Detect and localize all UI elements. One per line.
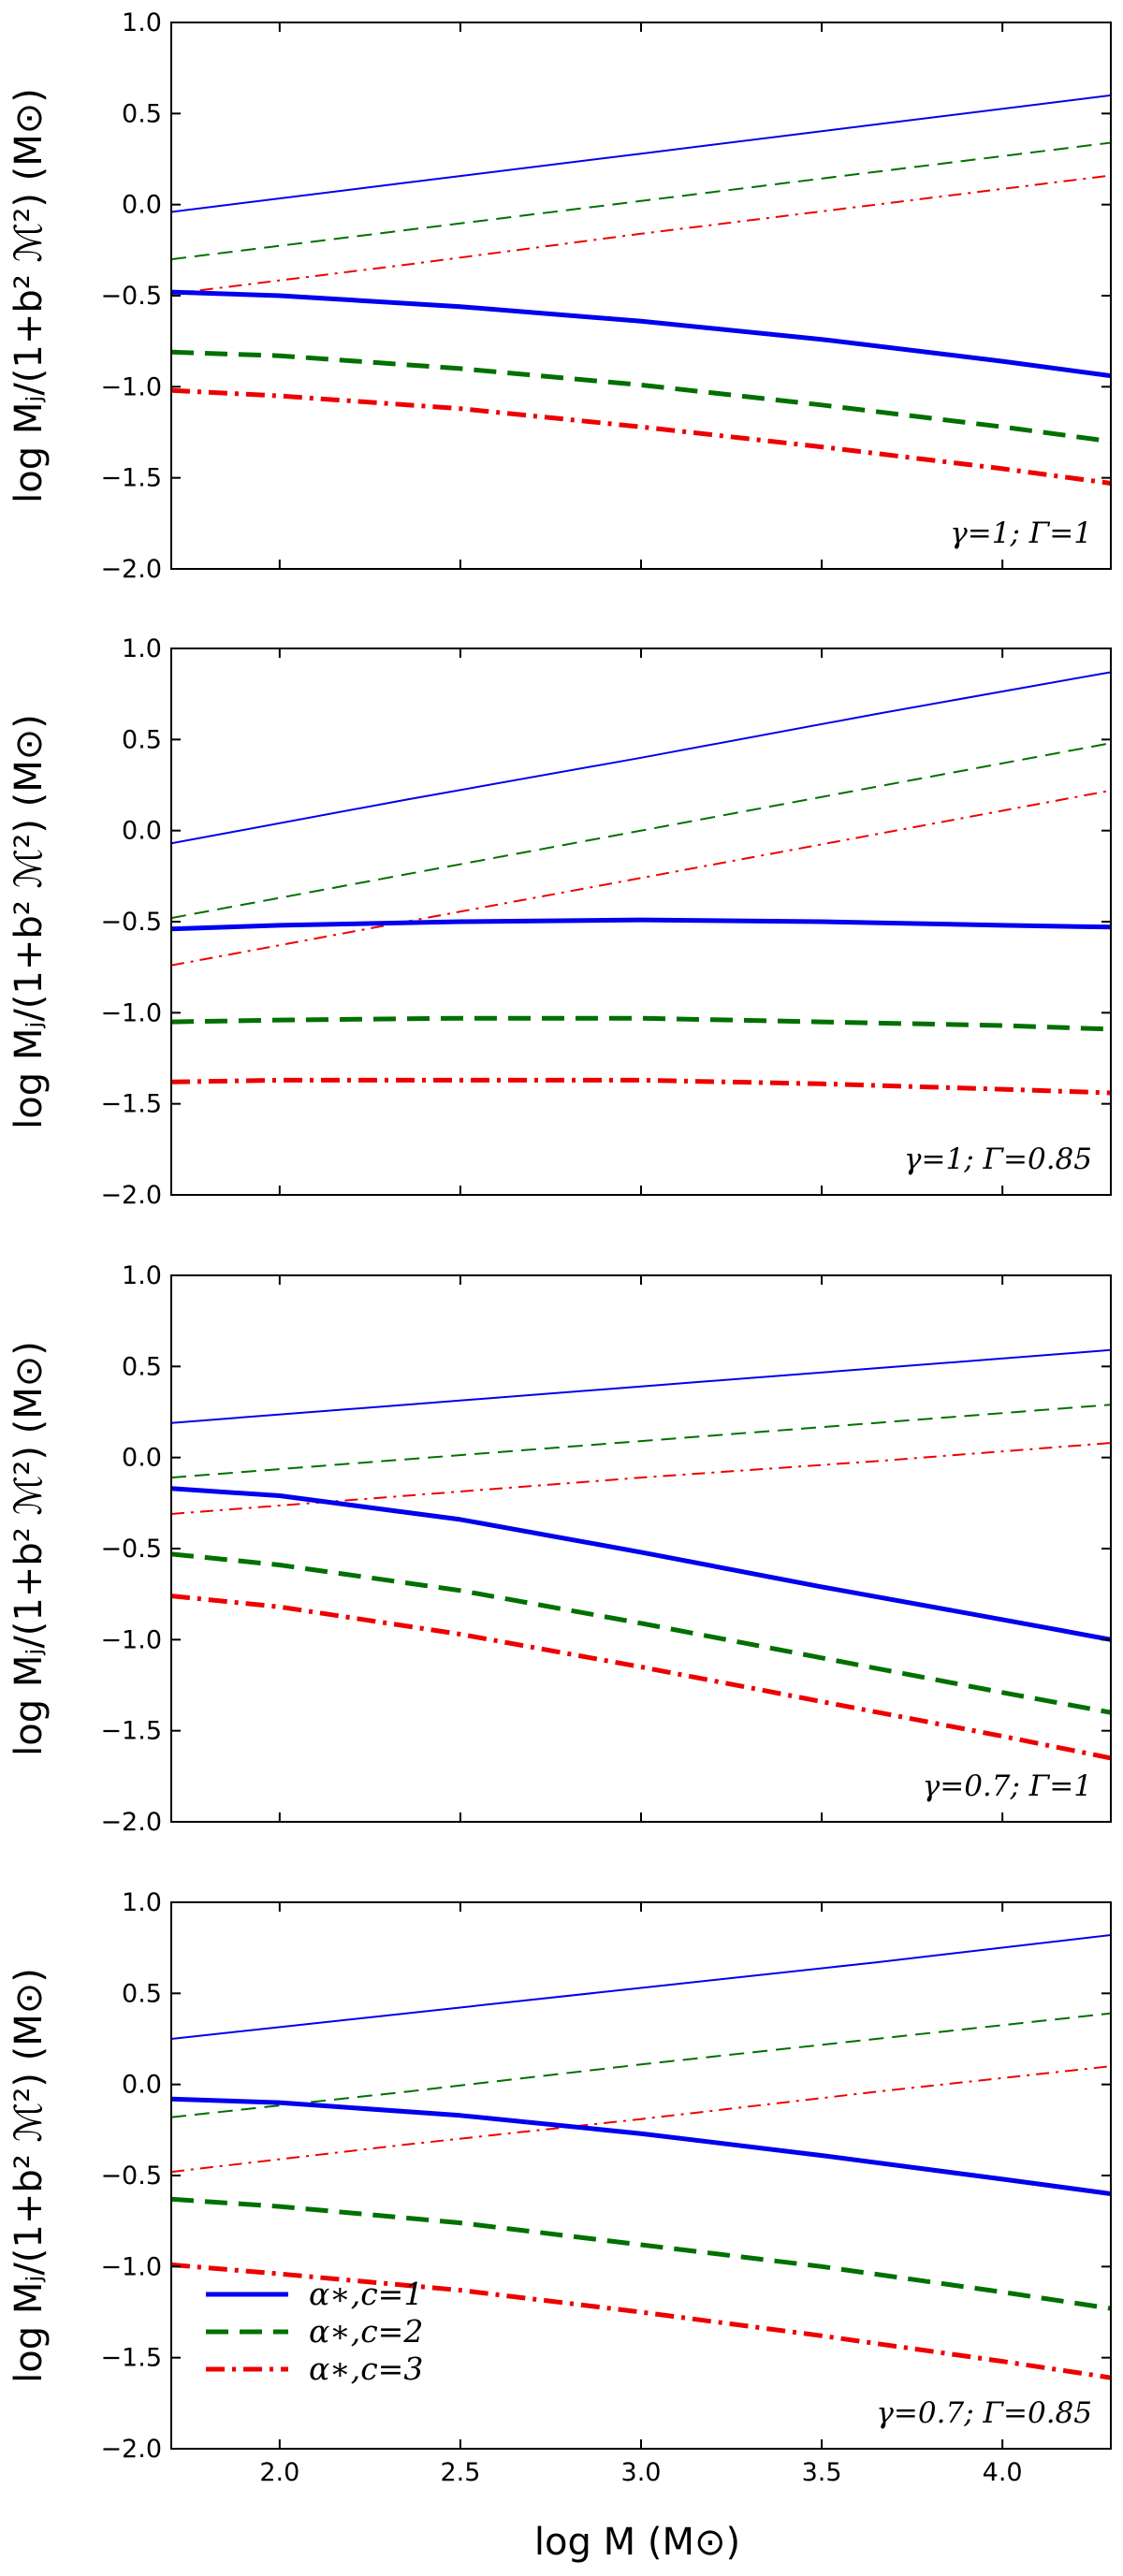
series-line-thin-solid xyxy=(171,94,1111,213)
y-tick-label: 0.5 xyxy=(122,725,162,754)
x-axis-label: log M (M⊙) xyxy=(534,2521,740,2564)
y-tick-label: 1.0 xyxy=(122,8,162,37)
y-tick-label: −2.0 xyxy=(100,2435,162,2464)
y-tick-label: −1.5 xyxy=(100,1717,162,1746)
y-tick-label: 0.5 xyxy=(122,1979,162,2008)
series-line-thin-dashed xyxy=(171,141,1111,261)
y-tick-label: 0.0 xyxy=(122,1444,162,1473)
x-tick-label: 2.0 xyxy=(259,2458,299,2487)
series-line-thin-dashdot xyxy=(171,2065,1111,2174)
series-line-thick-dashdot xyxy=(171,2262,1111,2380)
panel-3: 1.0 0.5 0.0 −0.5 −1.0 −1.5 −2.0 log Mⱼ/(1+b² ℳ²… xyxy=(7,1261,1112,1837)
y-tick-label: 0.5 xyxy=(122,1352,162,1381)
y-tick-label: −0.5 xyxy=(100,1535,162,1564)
y-tick-label: −1.0 xyxy=(100,2252,162,2281)
legend-item: α∗,c=2 xyxy=(206,2313,423,2350)
y-tick-label: −1.0 xyxy=(100,998,162,1027)
y-tick-label: 1.0 xyxy=(122,1888,162,1917)
panel-1: 1.0 0.5 0.0 −0.5 −1.0 −1.5 −2.0 log Mⱼ/(1+b² ℳ²… xyxy=(7,8,1112,584)
legend: α∗,c=1α∗,c=2α∗,c=3 xyxy=(206,2276,423,2387)
y-tick-label: −1.0 xyxy=(100,372,162,401)
legend-label: α∗,c=3 xyxy=(309,2350,423,2387)
y-tick-label: 0.0 xyxy=(122,817,162,846)
panel-annotation: γ=1; Γ=0.85 xyxy=(904,1142,1092,1176)
panel-2: 1.0 0.5 0.0 −0.5 −1.0 −1.5 −2.0 log Mⱼ/(1+b² ℳ²… xyxy=(7,634,1112,1210)
series-line-thin-solid xyxy=(171,671,1111,845)
y-tick-label: −2.0 xyxy=(100,1808,162,1837)
y-tick-label: −1.0 xyxy=(100,1625,162,1654)
panel-annotation: γ=1; Γ=1 xyxy=(950,517,1092,550)
series-line-thin-dashed xyxy=(171,1404,1111,1479)
panels: 1.0 0.5 0.0 −0.5 −1.0 −1.5 −2.0 log Mⱼ/(1+b² ℳ²… xyxy=(7,8,1112,2487)
y-tick-label: −0.5 xyxy=(100,908,162,937)
y-axis-label: log Mⱼ/(1+b² ℳ²) (M⊙) xyxy=(7,714,51,1129)
series-group xyxy=(171,671,1111,1096)
legend-item: α∗,c=1 xyxy=(206,2276,423,2312)
panel-annotation: γ=0.7; Γ=1 xyxy=(923,1769,1092,1803)
series-line-thick-dashed xyxy=(171,1551,1111,1715)
series-line-thick-dashed xyxy=(171,1015,1111,1032)
series-group xyxy=(171,1934,1111,2380)
series-line-thin-solid xyxy=(171,1348,1111,1424)
y-tick-label: 1.0 xyxy=(122,634,162,663)
series-line-thick-solid xyxy=(171,2096,1111,2196)
series-line-thin-dashdot xyxy=(171,174,1111,296)
panel-annotation: γ=0.7; Γ=0.85 xyxy=(876,2396,1092,2430)
series-group xyxy=(171,94,1111,486)
y-axis-label: log Mⱼ/(1+b² ℳ²) (M⊙) xyxy=(7,88,51,503)
y-tick-label: 0.5 xyxy=(122,99,162,128)
series-line-thin-solid xyxy=(171,1934,1111,2040)
x-tick-label: 3.0 xyxy=(621,2458,662,2487)
series-line-thick-dashed xyxy=(171,349,1111,444)
y-tick-label: −0.5 xyxy=(100,282,162,311)
y-tick-label: 0.0 xyxy=(122,191,162,220)
series-line-thick-dashdot xyxy=(171,1077,1111,1096)
legend-item: α∗,c=3 xyxy=(206,2350,423,2387)
series-line-thick-solid xyxy=(171,917,1111,932)
y-axis-label: log Mⱼ/(1+b² ℳ²) (M⊙) xyxy=(7,1968,51,2383)
legend-label: α∗,c=1 xyxy=(309,2276,423,2312)
series-line-thin-dashed xyxy=(171,742,1111,920)
x-tick-label: 2.5 xyxy=(440,2458,480,2487)
series-line-thick-dashed xyxy=(171,2196,1111,2311)
x-tick-label: 4.0 xyxy=(983,2458,1023,2487)
series-line-thin-dashed xyxy=(171,2012,1111,2118)
y-tick-label: −1.5 xyxy=(100,1090,162,1119)
y-tick-label: 0.0 xyxy=(122,2071,162,2100)
legend-label: α∗,c=2 xyxy=(309,2313,423,2350)
series-line-thick-solid xyxy=(171,1486,1111,1642)
y-tick-label: −1.5 xyxy=(100,464,162,493)
series-line-thick-dashdot xyxy=(171,387,1111,486)
y-tick-label: −2.0 xyxy=(100,1181,162,1210)
y-tick-label: −2.0 xyxy=(100,555,162,584)
y-axis-label: log Mⱼ/(1+b² ℳ²) (M⊙) xyxy=(7,1341,51,1756)
x-tick-label: 3.5 xyxy=(802,2458,842,2487)
y-tick-label: −1.5 xyxy=(100,2344,162,2373)
series-line-thick-solid xyxy=(171,289,1111,379)
y-tick-label: −0.5 xyxy=(100,2161,162,2190)
series-group xyxy=(171,1348,1111,1761)
panel-4: 1.0 0.5 0.0 −0.5 −1.0 −1.5 −2.0 2.0 2.5 3.0 3.5 4.0… xyxy=(7,1888,1112,2487)
y-tick-label: 1.0 xyxy=(122,1261,162,1290)
